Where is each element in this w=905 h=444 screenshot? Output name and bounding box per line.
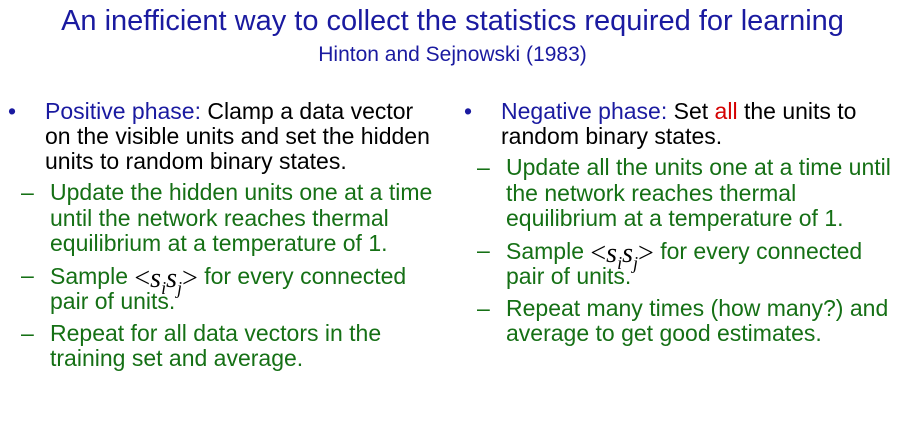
positive-subitem-2-after: for every connected pair of units. [50,262,407,314]
negative-subitem-1-text: Update all the units one at a time until… [506,154,891,231]
dash-icon: – [477,294,490,321]
math-lt: < [134,262,151,294]
negative-subitem-3-text: Repeat many times (how many?) and averag… [506,294,889,346]
positive-subitem-2-before: Sample [50,262,135,289]
positive-phase-text: Clamp a data vector on the visible units… [45,98,430,174]
positive-phase-colon: : [194,98,201,124]
math-gt: > [182,262,198,294]
positive-phase-column: • Positive phase: Clamp a data vector on… [8,99,438,378]
math-s: s [166,262,177,294]
negative-phase-colon: : [660,98,668,124]
sisj-expression: <sisj> [590,237,654,272]
math-s: s [622,237,633,269]
dash-icon: – [21,319,34,346]
negative-phase-column: • Negative phase: Set all the units to r… [464,99,894,353]
math-sub-i: i [161,277,167,298]
math-sub-j: j [177,277,183,298]
dash-icon: – [477,154,490,180]
negative-phase-text-after: the units to random binary states. [501,98,857,149]
negative-phase-bullet: • Negative phase: Set all the units to r… [464,99,894,149]
positive-subitem-1: – Update the hidden units one at a time … [8,179,438,257]
negative-subitems: – Update all the units one at a time unt… [464,154,894,347]
negative-subitem-1: – Update all the units one at a time unt… [464,154,894,232]
negative-subitem-3: – Repeat many times (how many?) and aver… [464,294,894,347]
negative-phase-heading: Negative phase [501,98,661,124]
math-s: s [606,237,618,269]
math-s: s [150,262,162,294]
negative-subitem-2-after: for every connected pair of units. [506,237,863,289]
dash-icon: – [21,179,34,205]
negative-phase-emphasis: all [714,98,738,124]
bullet-icon: • [464,98,473,124]
positive-subitem-2: – Sample <sisj> for every connected pair… [8,261,438,315]
negative-subitem-2-before: Sample [506,237,591,264]
negative-subitem-2: – Sample <sisj> for every connected pair… [464,236,894,290]
slide-title: An inefficient way to collect the statis… [61,5,844,37]
dash-icon: – [477,236,490,263]
dash-icon: – [21,261,34,288]
slide-subtitle: Hinton and Sejnowski (1983) [318,43,587,66]
positive-phase-bullet: • Positive phase: Clamp a data vector on… [8,99,438,174]
positive-subitem-1-text: Update the hidden units one at a time un… [50,179,433,256]
math-gt: > [638,237,654,269]
sisj-expression: <sisj> [134,262,198,297]
math-sub-j: j [633,252,639,273]
positive-subitems: – Update the hidden units one at a time … [8,179,438,372]
positive-subitem-3: – Repeat for all data vectors in the tra… [8,319,438,372]
math-sub-i: i [617,252,623,273]
negative-phase-text-before: Set [667,98,715,124]
math-lt: < [590,237,607,269]
positive-subitem-3-text: Repeat for all data vectors in the train… [50,319,382,371]
bullet-icon: • [8,98,17,124]
positive-phase-heading: Positive phase [45,98,195,124]
